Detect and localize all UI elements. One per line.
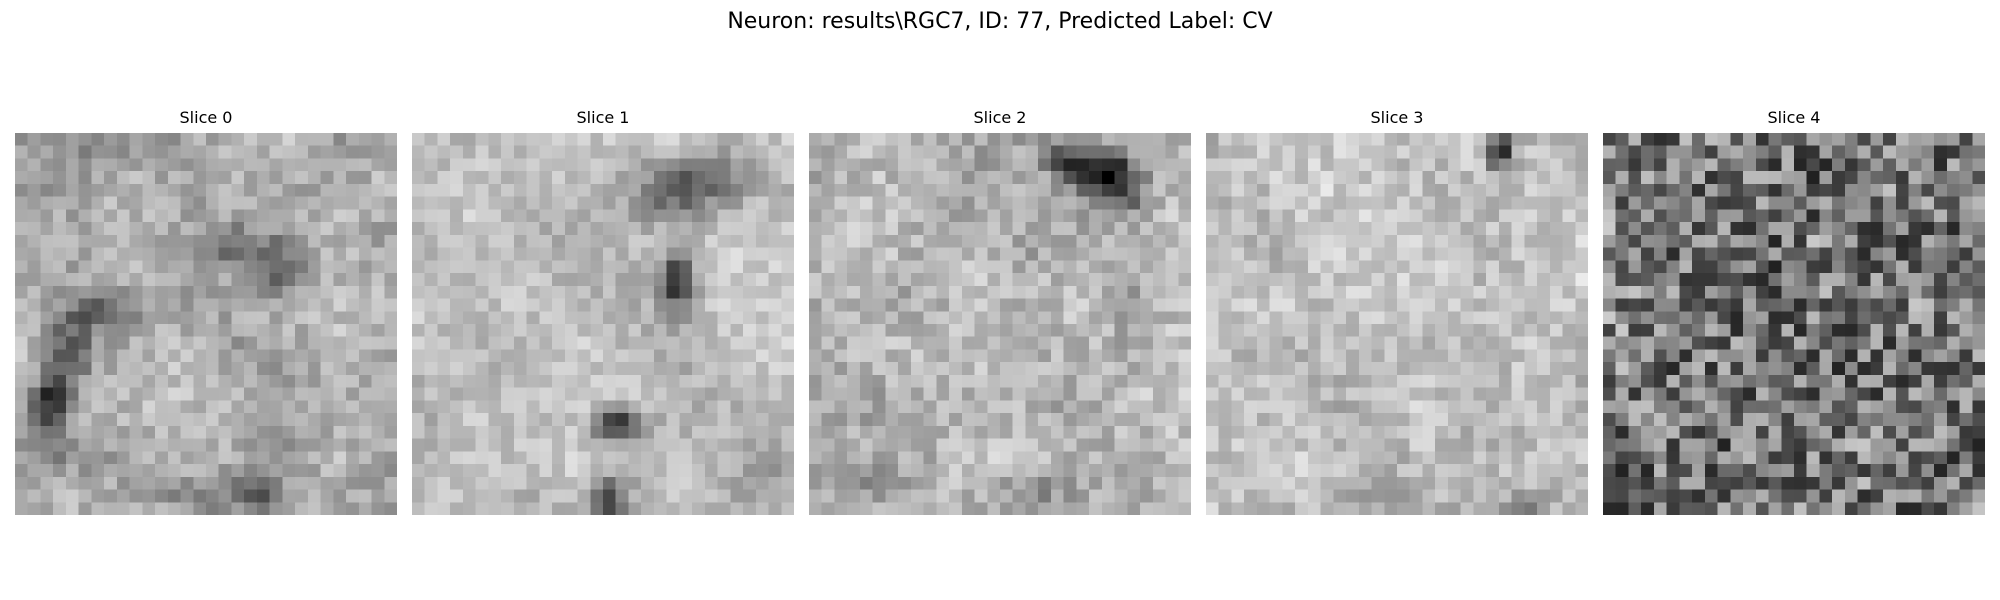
slice-title-4: Slice 4: [1767, 108, 1821, 127]
slice-image-1: [412, 133, 794, 515]
slice-panel-2: Slice 2: [809, 107, 1191, 515]
slice-title-3: Slice 3: [1370, 108, 1424, 127]
slice-title-0: Slice 0: [179, 108, 233, 127]
slice-panel-3: Slice 3: [1206, 107, 1588, 515]
slice-image-4: [1603, 133, 1985, 515]
slice-image-2: [809, 133, 1191, 515]
slice-title-2: Slice 2: [973, 108, 1027, 127]
slice-panel-1: Slice 1: [412, 107, 794, 515]
figure-title: Neuron: results\RGC7, ID: 77, Predicted …: [727, 9, 1273, 34]
slice-title-1: Slice 1: [576, 108, 630, 127]
slice-image-3: [1206, 133, 1588, 515]
slice-panel-4: Slice 4: [1603, 107, 1985, 515]
slice-image-0: [15, 133, 397, 515]
slice-panel-0: Slice 0: [15, 107, 397, 515]
